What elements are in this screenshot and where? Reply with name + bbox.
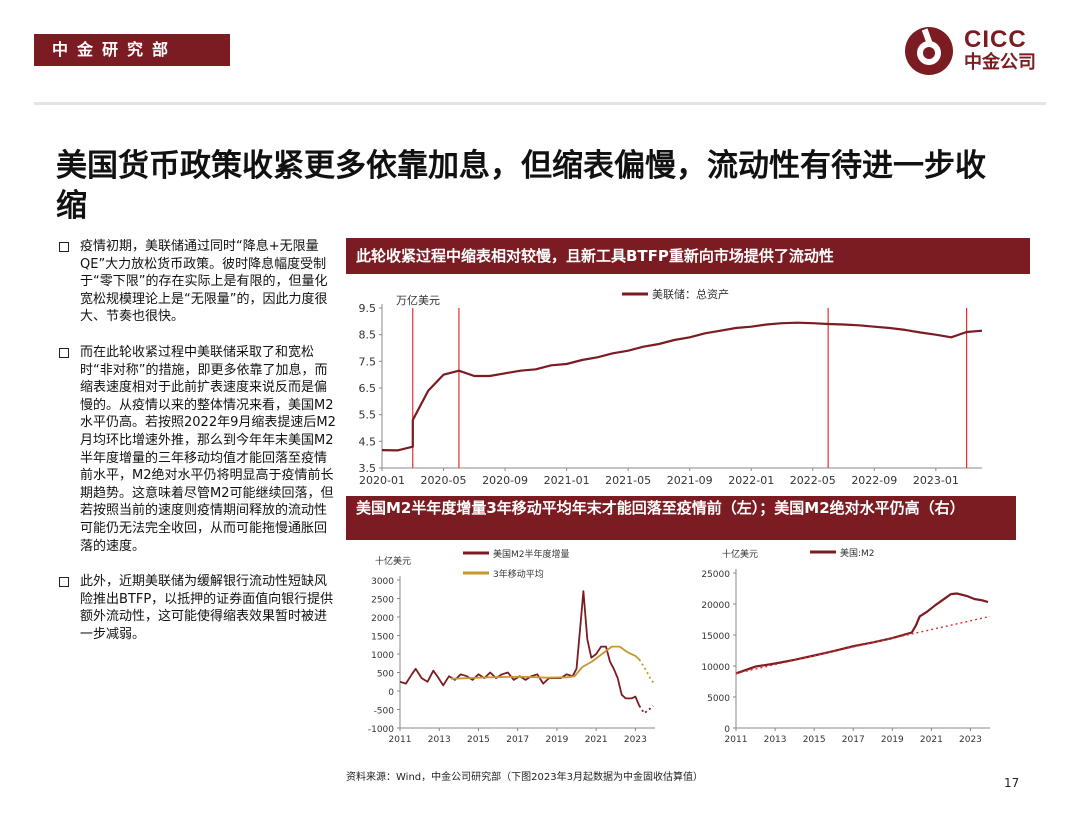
x-tick-label: 2019 xyxy=(881,735,904,745)
header-divider xyxy=(34,102,1046,105)
y-tick-label: 7.5 xyxy=(359,355,377,368)
y-tick-label: 4.5 xyxy=(359,435,377,448)
logo-text-cn: 中金公司 xyxy=(964,52,1036,73)
chart-banner-top: 此轮收紧过程中缩表相对较慢，且新工具BTFP重新向市场提供了流动性 xyxy=(346,238,1030,274)
series-estimate-line xyxy=(638,705,654,715)
bullet-list: 疫情初期，美联储通过同时“降息+无限量QE”大力放松货币政策。彼时降息幅度受制于… xyxy=(58,238,338,661)
y-tick-label: 3.5 xyxy=(359,462,377,475)
y-tick-label: -500 xyxy=(374,707,395,717)
series-line xyxy=(399,590,641,707)
chart-banner-bottom: 美国M2半年度增量3年移动平均年末才能回落至疫情前（左）；美国M2绝对水平仍高（… xyxy=(346,496,1016,540)
square-bullet-icon xyxy=(59,242,69,252)
bullet-text: 此外，近期美联储为缓解银行流动性短缺风险推出BTFP，以抵押的证券面值向银行提供… xyxy=(80,574,334,642)
square-bullet-icon xyxy=(59,577,69,588)
legend-label: 美联储：总资产 xyxy=(652,287,729,301)
y-axis-label: 万亿美元 xyxy=(396,294,440,307)
y-tick-label: 0 xyxy=(724,725,730,735)
y-tick-label: 5000 xyxy=(707,694,730,704)
x-tick-label: 2017 xyxy=(842,735,865,745)
bullet-item: 此外，近期美联储为缓解银行流动性短缺风险推出BTFP，以抵押的证券面值向银行提供… xyxy=(58,573,338,643)
cicc-logo: CICC 中金公司 xyxy=(904,26,1054,78)
x-tick-label: 2021-09 xyxy=(667,474,713,487)
y-tick-label: 15000 xyxy=(701,632,730,642)
series-line xyxy=(735,592,989,675)
y-tick-label: 5.5 xyxy=(359,409,377,422)
x-tick-label: 2023-01 xyxy=(913,474,959,487)
page-title: 美国货币政策收紧更多依靠加息，但缩表偏慢，流动性有待进一步收缩 xyxy=(56,148,986,224)
legend-label: 美国:M2 xyxy=(840,547,875,559)
m2-half-year-increment-chart: -1000 -500 0 500 1000 1500 2000 2500 3000 2011 201… xyxy=(368,548,656,745)
y-tick-label: 2500 xyxy=(371,596,394,606)
y-tick-label: 20000 xyxy=(701,601,730,611)
x-tick-label: 2011 xyxy=(389,735,412,745)
series-estimate-line xyxy=(638,659,656,685)
x-tick-label: 2022-05 xyxy=(790,474,836,487)
y-tick-label: 8.5 xyxy=(359,329,377,342)
y-tick-label: 3000 xyxy=(371,577,394,587)
square-bullet-icon xyxy=(59,347,69,358)
y-tick-label: 1000 xyxy=(371,651,394,661)
page-number: 17 xyxy=(1004,776,1020,790)
m2-level-chart: 0 5000 10000 15000 20000 25000 2011 2013 2015 201… xyxy=(701,547,991,745)
y-tick-label: 6.5 xyxy=(359,382,377,395)
y-axis-label: 十亿美元 xyxy=(722,548,758,560)
cicc-logo-icon xyxy=(905,27,953,75)
y-tick-label: 0 xyxy=(388,688,394,698)
y-tick-label: 2000 xyxy=(371,614,394,624)
x-tick-label: 2013 xyxy=(428,735,451,745)
department-tag: 中金研究部 xyxy=(34,34,230,66)
y-tick-label: 25000 xyxy=(701,570,730,580)
logo-text-en: CICC xyxy=(964,26,1027,53)
bullet-text: 而在此轮收紧过程中美联储采取了和宽松时“非对称”的措施，即更多依靠了加息，而缩表… xyxy=(80,344,336,554)
x-tick-label: 2013 xyxy=(764,735,787,745)
x-tick-label: 2023 xyxy=(959,735,982,745)
x-tick-label: 2015 xyxy=(803,735,826,745)
x-tick-label: 2020-01 xyxy=(359,474,405,487)
series-line xyxy=(735,615,991,675)
bullet-item: 而在此轮收紧过程中美联储采取了和宽松时“非对称”的措施，即更多依靠了加息，而缩表… xyxy=(58,344,338,555)
y-tick-label: -1000 xyxy=(368,725,394,735)
y-tick-label: 10000 xyxy=(701,663,730,673)
x-tick-label: 2021 xyxy=(920,735,943,745)
x-tick-label: 2022-09 xyxy=(851,474,897,487)
x-tick-label: 2015 xyxy=(467,735,490,745)
x-tick-label: 2021-01 xyxy=(544,474,590,487)
bullet-text: 疫情初期，美联储通过同时“降息+无限量QE”大力放松货币政策。彼时降息幅度受制于… xyxy=(80,239,328,325)
x-tick-label: 2021 xyxy=(585,735,608,745)
series-line xyxy=(450,645,640,680)
y-axis-label: 十亿美元 xyxy=(375,555,411,567)
x-tick-label: 2011 xyxy=(725,735,748,745)
source-note: 资料来源：Wind，中金公司研究部（下图2023年3月起数据为中金固收估算值） xyxy=(346,772,703,783)
bullet-item: 疫情初期，美联储通过同时“降息+无限量QE”大力放松货币政策。彼时降息幅度受制于… xyxy=(58,238,338,326)
x-tick-label: 2020-09 xyxy=(482,474,528,487)
x-tick-label: 2022-01 xyxy=(728,474,774,487)
x-tick-label: 2019 xyxy=(545,735,568,745)
series-line xyxy=(381,321,983,452)
fed-balance-sheet-chart: 3.5 4.5 5.5 6.5 7.5 8.5 9.5 2020-01 2020-05 2020-… xyxy=(359,287,983,487)
y-tick-label: 9.5 xyxy=(359,302,377,315)
y-tick-label: 500 xyxy=(377,670,394,680)
y-tick-label: 1500 xyxy=(371,633,394,643)
x-tick-label: 2021-05 xyxy=(605,474,651,487)
legend-label: 3年移动平均 xyxy=(493,568,544,580)
x-tick-label: 2020-05 xyxy=(421,474,467,487)
legend-label: 美国M2半年度增量 xyxy=(493,548,570,560)
x-tick-label: 2023 xyxy=(624,735,647,745)
x-tick-label: 2017 xyxy=(506,735,529,745)
